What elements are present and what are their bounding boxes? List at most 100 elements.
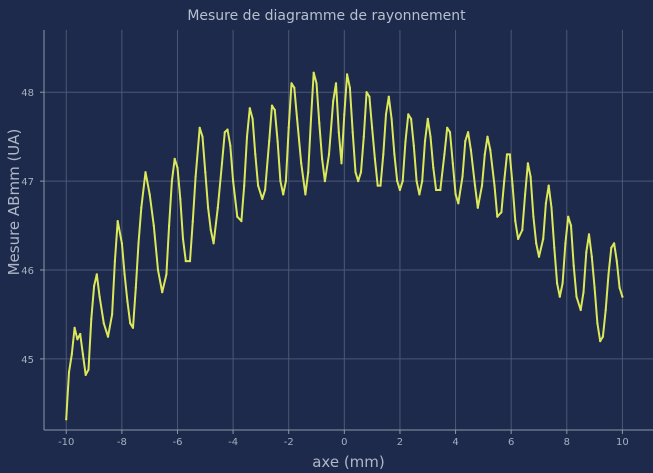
data-point [529,175,532,178]
data-point [346,73,349,76]
data-point [123,273,126,276]
data-point [111,313,114,316]
data-point [404,140,407,143]
data-point [212,242,215,245]
data-point [287,126,290,129]
data-point [398,188,401,192]
data-point [429,135,432,138]
grid-lines [44,30,653,430]
data-point [604,308,607,312]
data-point [376,184,379,187]
data-point [390,117,393,120]
data-point [226,128,229,131]
data-point [348,86,351,89]
data-point [432,166,435,169]
data-point [254,153,257,156]
data-point [537,255,541,258]
x-tick-label: 0 [341,437,347,448]
axes [40,30,653,434]
data-point [561,282,564,285]
y-tick-label: 45 [21,355,34,366]
data-point [508,153,511,156]
data-point [483,153,486,156]
data-point [134,286,137,289]
data-point [365,91,368,94]
data-point [542,237,545,240]
data-point [334,82,338,85]
data-point [582,291,585,294]
data-point [327,153,331,156]
data-point [312,71,315,74]
data-point [84,373,87,376]
data-point [90,317,93,320]
data-point [615,260,618,263]
data-point [446,126,449,129]
data-point [216,206,219,209]
data-point [284,180,287,183]
x-tick-label: -4 [228,437,238,448]
data-point [268,140,271,143]
data-point [535,242,538,245]
data-point [448,131,452,134]
data-point [201,135,204,138]
data-point [245,135,249,138]
data-point [188,260,192,263]
data-point [412,144,415,147]
data-point [461,175,464,178]
data-point [585,251,588,254]
data-point [65,418,68,421]
data-point [179,197,182,200]
data-point [79,332,82,336]
data-point [415,180,418,183]
data-point [204,171,207,174]
x-axis-label: axe (mm) [312,453,385,471]
data-point [435,188,438,192]
data-point [126,300,129,303]
data-point [423,140,427,143]
data-point [467,131,470,134]
data-point [379,184,382,187]
data-point [229,144,232,147]
data-point [279,180,282,183]
data-point [152,224,155,227]
data-point [569,224,573,227]
data-point [315,82,318,85]
data-point [198,126,201,129]
data-point [251,117,254,120]
data-point [282,193,285,196]
data-point [270,104,274,107]
data-point [401,180,404,183]
plot-background [44,30,653,430]
data-point [173,157,176,160]
data-point [354,171,357,174]
data-point [517,237,520,240]
data-point [418,193,421,196]
data-point [73,326,76,329]
x-tick-label: 6 [508,437,514,448]
data-point [500,211,503,214]
series-group [65,71,624,421]
data-point [176,166,179,169]
data-point [572,264,575,267]
data-point [464,140,467,143]
data-point [505,153,509,156]
data-point [473,184,477,187]
data-point [207,206,210,209]
data-point [590,255,593,258]
data-point [587,233,591,236]
data-point [81,353,84,356]
data-point [443,153,446,156]
data-point [371,126,374,129]
data-point [304,193,307,196]
data-point [496,215,499,218]
data-point [610,246,613,249]
data-point [618,286,621,289]
data-point [296,117,299,120]
x-tick-label: -2 [284,437,294,448]
data-point [337,131,340,134]
data-point [476,206,479,209]
x-tick-label: -8 [117,437,127,448]
data-point [457,202,460,205]
data-point [439,188,442,192]
data-point [469,148,472,152]
